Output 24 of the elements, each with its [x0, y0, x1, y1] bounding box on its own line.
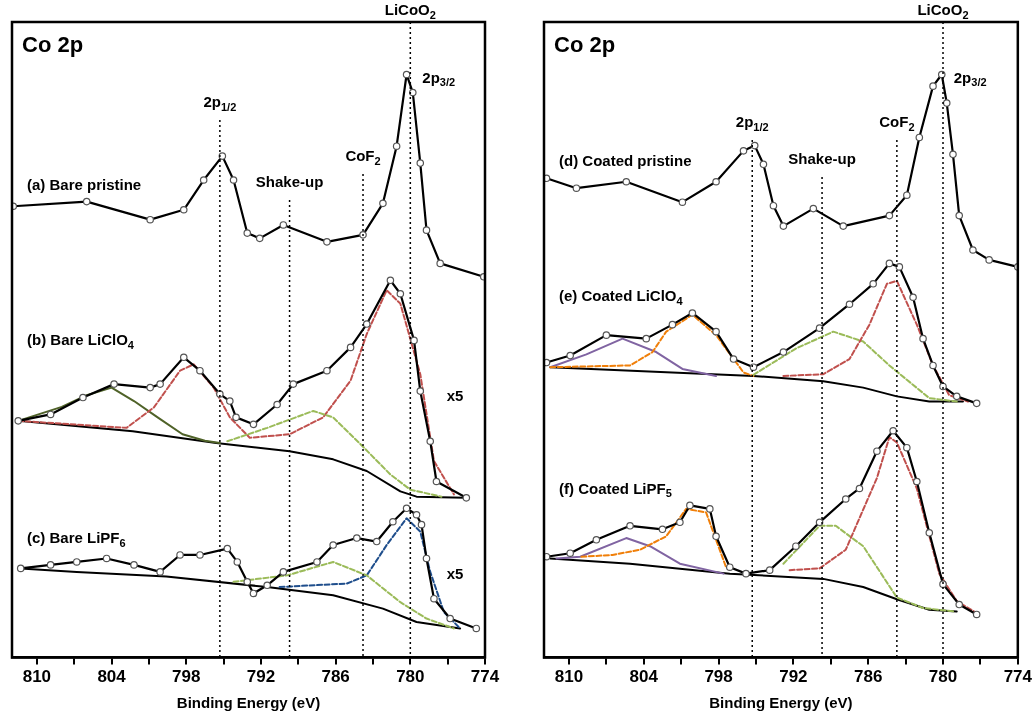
chart-title: Co 2p [22, 32, 84, 58]
x-tick-label: 804 [97, 667, 127, 687]
x-tick-label: 792 [779, 667, 808, 687]
x-tick-label: 786 [854, 667, 883, 687]
x-tick-label: 774 [470, 667, 500, 687]
x-tick-label: 774 [1003, 667, 1033, 687]
x-tick-label: 786 [321, 667, 350, 687]
ref-line-label: Shake-up [788, 150, 856, 168]
chart-title: Co 2p [554, 32, 616, 58]
x-tick-label: 780 [928, 667, 958, 687]
annotation: x5 [446, 565, 464, 583]
x-tick-label: 804 [629, 667, 659, 687]
x-tick-label: 780 [396, 667, 425, 687]
x-tick-label: 810 [554, 667, 584, 687]
x-tick-label: 810 [22, 667, 52, 687]
x-axis-title: Binding Energy (eV) [176, 694, 321, 712]
series-label: (a) Bare pristine [27, 175, 142, 193]
annotation: x5 [446, 387, 464, 405]
x-tick-label: 798 [172, 667, 201, 687]
ref-line-label: Shake-up [255, 173, 324, 191]
x-axis-title: Binding Energy (eV) [709, 694, 853, 712]
x-tick-label: 792 [246, 667, 276, 687]
series-label: (d) Coated pristine [559, 152, 692, 170]
x-tick-label: 798 [704, 667, 733, 687]
